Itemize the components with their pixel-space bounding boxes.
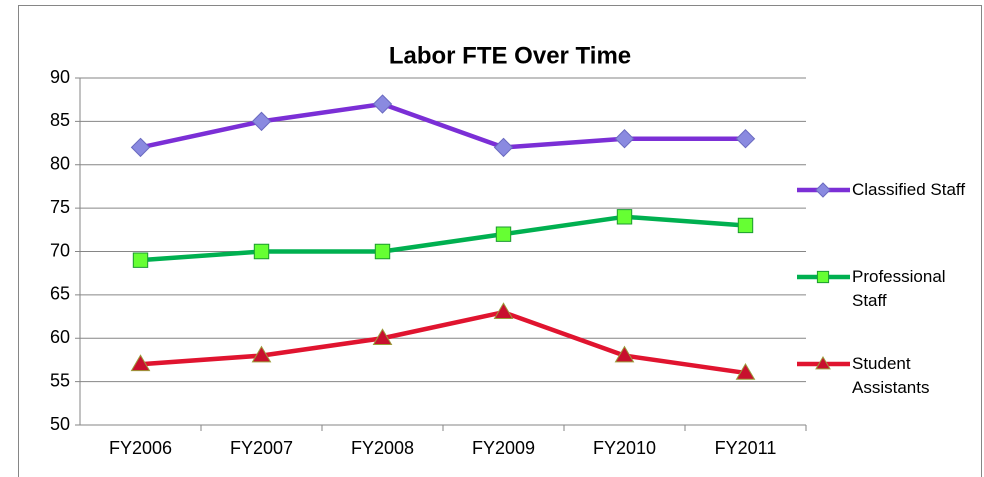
- y-tick-label: 50: [50, 414, 70, 434]
- y-tick-label: 65: [50, 284, 70, 304]
- y-tick-label: 75: [50, 197, 70, 217]
- series-line: [140, 101, 746, 150]
- y-tick-label: 60: [50, 327, 70, 347]
- x-tick-label: FY2007: [230, 438, 293, 458]
- legend-label: Classified Staff: [852, 180, 966, 199]
- x-tick-label: FY2010: [593, 438, 656, 458]
- x-tick-label: FY2006: [109, 438, 172, 458]
- marker: [495, 226, 512, 242]
- chart-title: Labor FTE Over Time: [389, 42, 631, 69]
- marker: [735, 362, 756, 380]
- y-tick-label: 55: [50, 370, 70, 390]
- marker: [372, 328, 393, 346]
- legend-label: Student Assistants: [852, 354, 930, 397]
- x-tick-label: FY2011: [715, 438, 777, 458]
- series-line: [140, 214, 746, 263]
- marker: [251, 111, 272, 132]
- marker: [130, 354, 151, 372]
- marker: [616, 209, 633, 225]
- marker: [815, 182, 831, 198]
- marker: [816, 270, 830, 284]
- marker: [735, 129, 756, 149]
- marker: [493, 302, 514, 320]
- y-tick-label: 80: [50, 154, 70, 174]
- marker: [253, 243, 270, 260]
- marker: [374, 243, 391, 260]
- y-tick-label: 70: [50, 240, 70, 260]
- marker: [493, 137, 514, 158]
- marker: [737, 217, 754, 234]
- marker: [132, 252, 149, 268]
- marker: [251, 345, 272, 363]
- marker: [130, 137, 151, 158]
- y-tick-label: 90: [50, 67, 70, 87]
- x-tick-label: FY2008: [351, 438, 414, 458]
- legend-label: Professional Staff: [852, 267, 946, 310]
- x-tick-label: FY2009: [472, 438, 535, 458]
- marker: [372, 94, 393, 114]
- marker: [614, 345, 635, 363]
- y-tick-label: 85: [50, 110, 70, 130]
- marker: [614, 129, 635, 149]
- series-line: [140, 309, 746, 376]
- marker: [815, 356, 831, 370]
